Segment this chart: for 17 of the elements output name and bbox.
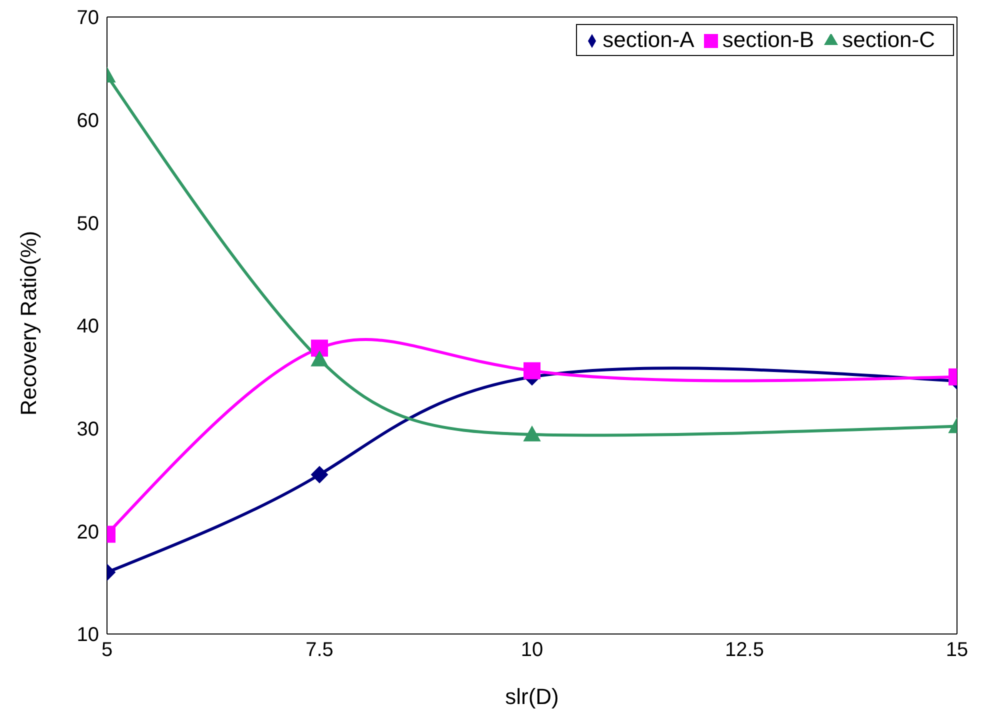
y-tick-label: 40 [76, 316, 99, 338]
y-tick-label: 60 [76, 110, 99, 132]
x-axis-title: slr(D) [505, 684, 559, 709]
x-tick-label: 10 [520, 639, 544, 662]
legend-label: section-A [602, 27, 694, 52]
y-tick-label: 10 [76, 624, 99, 646]
y-axis-title: Recovery Ratio(%) [16, 230, 41, 416]
y-tick-label: 20 [76, 521, 99, 544]
legend-label: section-B [722, 27, 814, 52]
y-tick-label: 30 [76, 418, 99, 440]
x-tick-label: 12.5 [725, 639, 764, 662]
y-tick-label: 50 [76, 212, 99, 235]
x-tick-label: 5 [101, 639, 113, 662]
x-tick-label: 7.5 [306, 639, 334, 662]
y-tick-label: 70 [76, 7, 99, 30]
x-tick-label: 15 [946, 639, 968, 662]
legend-label: section-C [842, 27, 935, 52]
